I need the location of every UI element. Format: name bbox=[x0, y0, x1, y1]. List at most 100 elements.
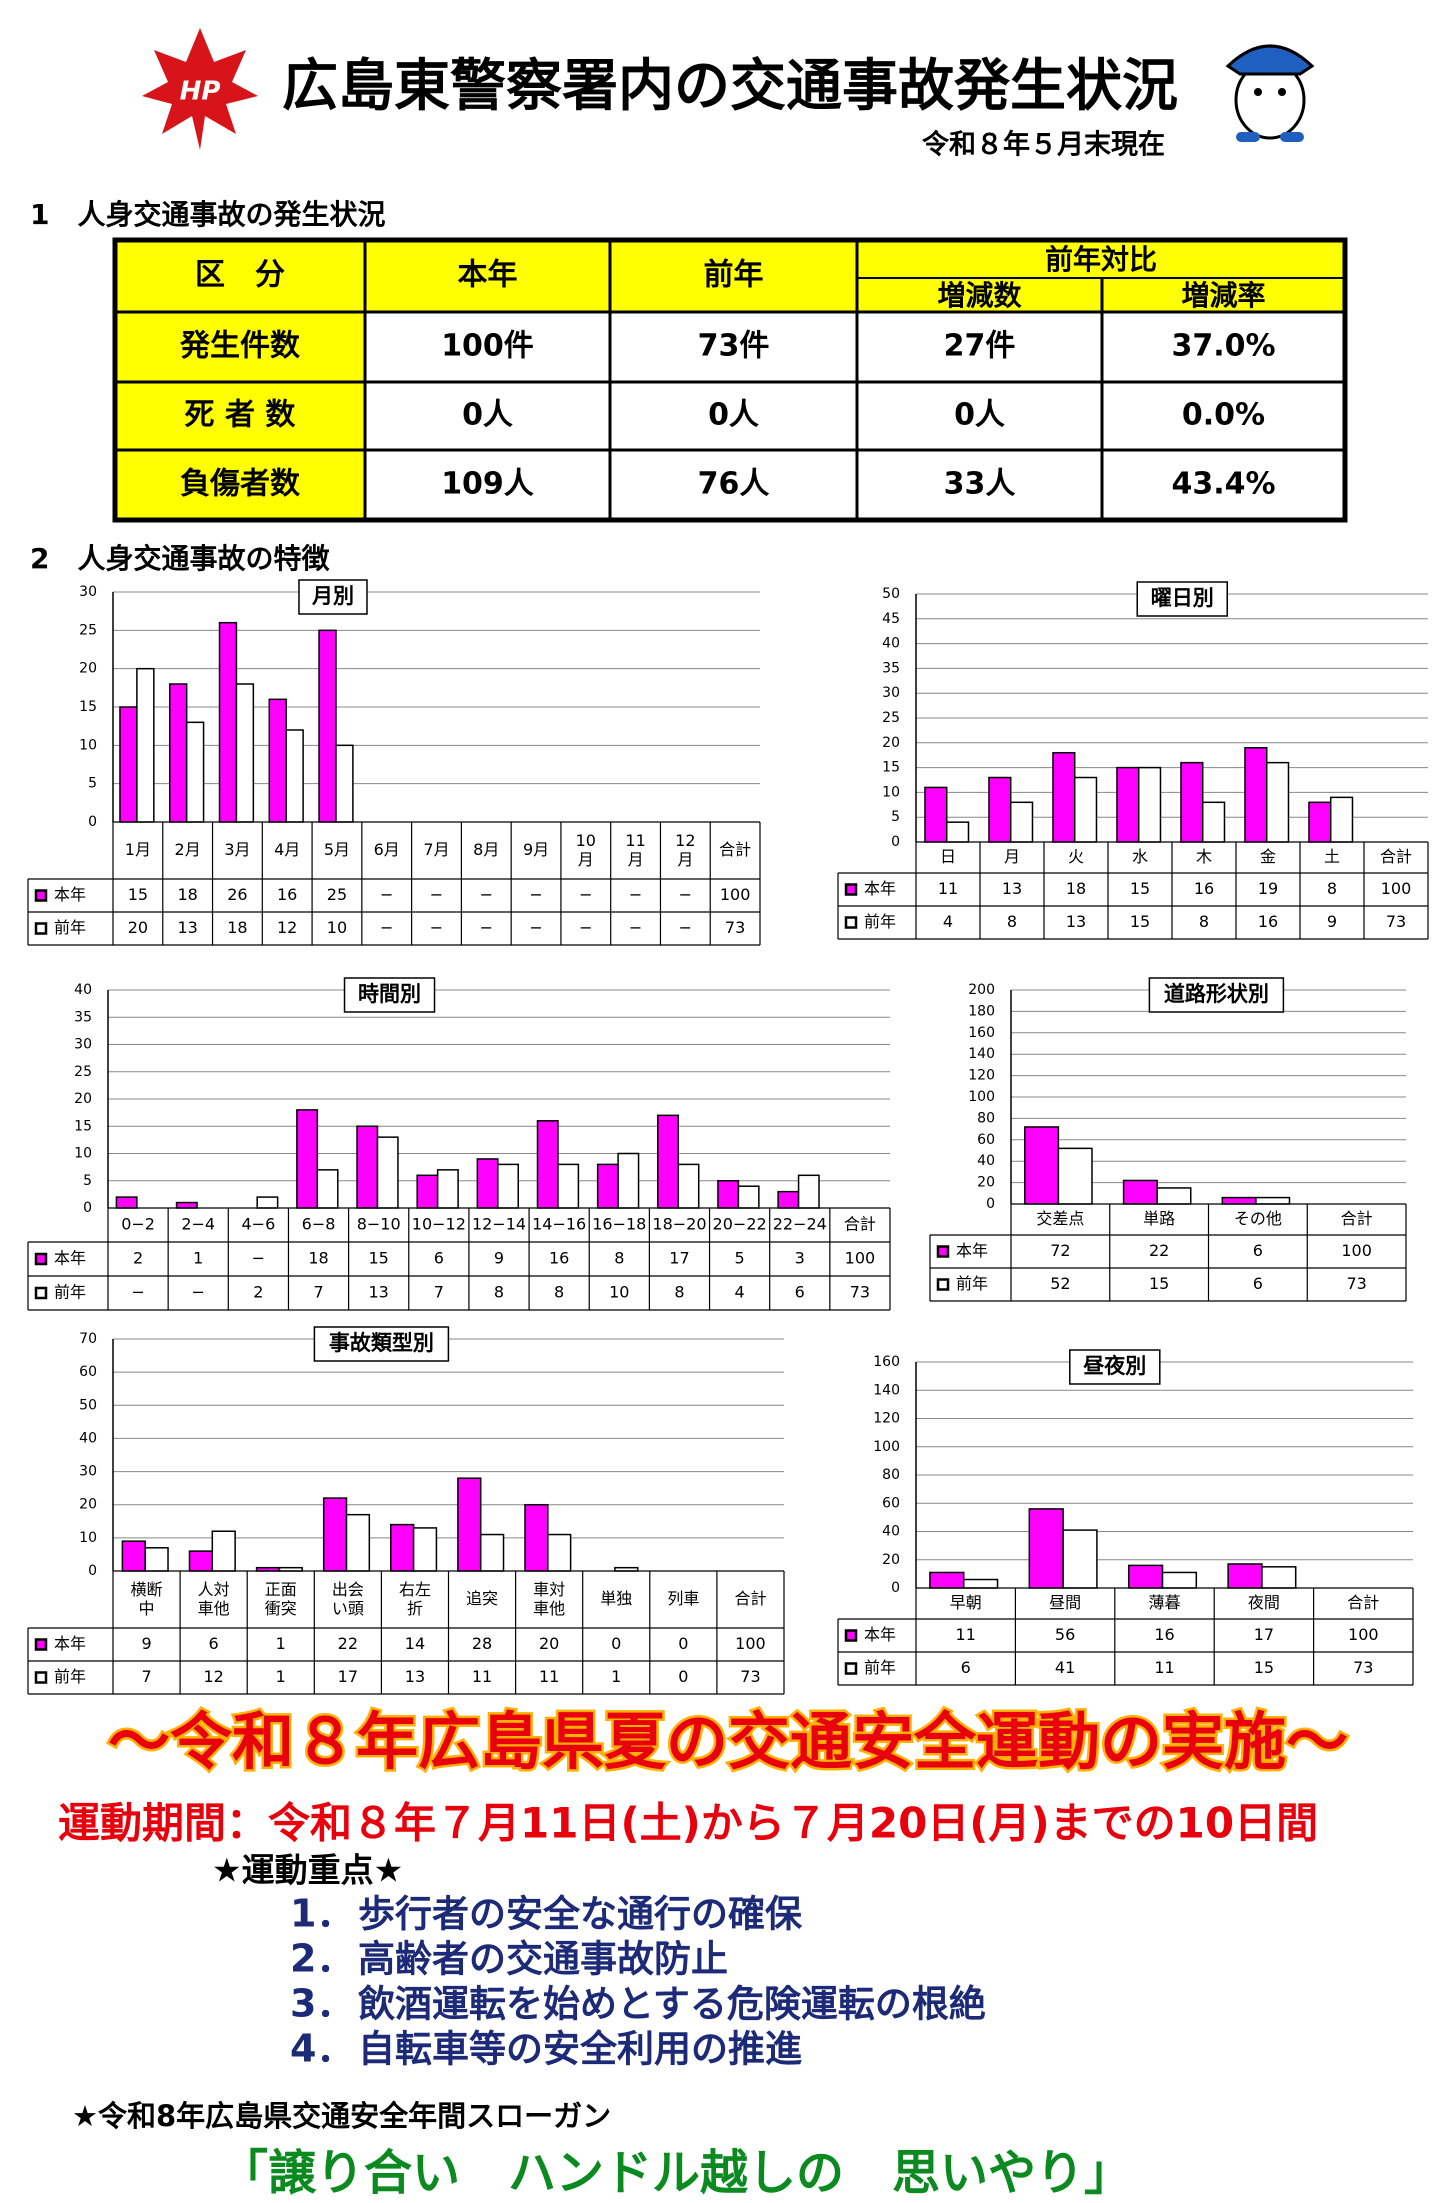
bar bbox=[356, 1125, 379, 1209]
y-tick-label: 30 bbox=[79, 1464, 97, 1480]
bar bbox=[185, 721, 205, 823]
y-tick-label: 10 bbox=[882, 784, 900, 800]
y-tick-label: 20 bbox=[74, 1091, 92, 1107]
value-label: 15 bbox=[1130, 879, 1150, 898]
y-tick-label: 30 bbox=[79, 584, 97, 600]
value-label: 6 bbox=[1253, 1241, 1263, 1260]
table-cell: 43.4% bbox=[1171, 467, 1275, 502]
table-cell: 0人 bbox=[708, 398, 759, 433]
total-value: 73 bbox=[740, 1667, 760, 1686]
bar bbox=[1062, 1529, 1098, 1589]
value-label: 15 bbox=[369, 1249, 389, 1268]
value-label: 7 bbox=[141, 1667, 151, 1686]
bar bbox=[1261, 1566, 1297, 1589]
report-date: 令和８年５月末現在 bbox=[922, 129, 1165, 161]
value-label: 72 bbox=[1050, 1241, 1070, 1260]
x-tick-label: 人対車他 bbox=[198, 1580, 230, 1618]
bar bbox=[119, 706, 138, 823]
value-label: 52 bbox=[1050, 1274, 1070, 1293]
value-label: 1 bbox=[193, 1249, 203, 1268]
value-label: − bbox=[629, 885, 642, 904]
bar bbox=[1137, 766, 1162, 843]
bar bbox=[412, 1527, 438, 1572]
legend-marker bbox=[936, 1245, 950, 1258]
table-cell: 本年 bbox=[458, 258, 518, 293]
bar bbox=[1255, 1196, 1291, 1205]
bar bbox=[737, 1185, 760, 1209]
value-label: 16 bbox=[1258, 912, 1278, 931]
y-tick-label: 15 bbox=[79, 699, 97, 715]
bar bbox=[457, 1477, 482, 1572]
chart-title: 事故類型別 bbox=[329, 1331, 434, 1355]
item-number: 1． bbox=[290, 1892, 354, 1936]
value-label: 8 bbox=[614, 1249, 624, 1268]
y-tick-label: 60 bbox=[882, 1495, 900, 1511]
mascot-foot bbox=[1236, 132, 1260, 142]
value-label: − bbox=[430, 885, 443, 904]
x-tick-label: 10 月 bbox=[576, 831, 596, 869]
y-tick-label: 160 bbox=[873, 1354, 900, 1370]
bar bbox=[1329, 796, 1354, 843]
bar bbox=[1201, 801, 1226, 843]
legend-label: 本年 bbox=[956, 1241, 988, 1260]
maple-leaf bbox=[142, 28, 258, 150]
chart-title: 曜日別 bbox=[1151, 586, 1214, 610]
bar bbox=[235, 683, 255, 823]
legend-label: 前年 bbox=[54, 1667, 86, 1686]
x-tick-label: 14−16 bbox=[532, 1215, 586, 1234]
value-label: 9 bbox=[494, 1249, 504, 1268]
value-label: 41 bbox=[1055, 1658, 1075, 1677]
chart-title: 昼夜別 bbox=[1083, 1354, 1146, 1378]
x-tick-label: 8−10 bbox=[357, 1215, 401, 1234]
bar bbox=[1265, 761, 1290, 843]
legend-marker bbox=[34, 922, 48, 935]
value-label: 28 bbox=[472, 1634, 492, 1653]
value-label: 7 bbox=[434, 1283, 444, 1302]
value-label: 12 bbox=[277, 918, 297, 937]
y-tick-label: 80 bbox=[882, 1467, 900, 1483]
bar bbox=[777, 1190, 800, 1209]
value-label: 9 bbox=[141, 1634, 151, 1653]
bar bbox=[524, 1503, 549, 1572]
legend-label: 前年 bbox=[864, 1658, 896, 1677]
value-label: 7 bbox=[313, 1283, 323, 1302]
y-tick-label: 140 bbox=[968, 1046, 995, 1062]
y-tick-label: 200 bbox=[968, 982, 995, 998]
value-label: 8 bbox=[554, 1283, 564, 1302]
bar bbox=[115, 1196, 138, 1209]
value-label: 22 bbox=[338, 1634, 358, 1653]
value-label: 16 bbox=[549, 1249, 569, 1268]
section-heading: 1 人身交通事故の発生状況 bbox=[30, 198, 385, 231]
value-label: 56 bbox=[1055, 1625, 1075, 1644]
y-tick-label: 120 bbox=[968, 1068, 995, 1084]
bar bbox=[497, 1163, 519, 1209]
value-label: − bbox=[380, 918, 393, 937]
table-cell: 33人 bbox=[944, 467, 1016, 502]
value-label: − bbox=[679, 885, 692, 904]
x-tick-label: 22−24 bbox=[773, 1215, 827, 1234]
y-tick-label: 40 bbox=[882, 636, 900, 652]
legend-label: 本年 bbox=[864, 879, 896, 898]
item-text: 歩行者の安全な通行の確保 bbox=[358, 1893, 803, 1936]
value-label: − bbox=[579, 918, 592, 937]
legend-label: 本年 bbox=[54, 1249, 86, 1268]
x-tick-label: 出会い頭 bbox=[332, 1580, 364, 1618]
table-cell: 死 者 数 bbox=[185, 398, 297, 433]
item-number: 4． bbox=[290, 2027, 354, 2071]
x-tick-label: 金 bbox=[1260, 847, 1276, 866]
bar bbox=[547, 1533, 572, 1572]
total-value: 100 bbox=[1381, 879, 1412, 898]
legend-marker bbox=[34, 889, 48, 902]
bar bbox=[924, 786, 948, 843]
item-text: 自転車等の安全利用の推進 bbox=[358, 2028, 802, 2071]
bar bbox=[988, 776, 1012, 843]
total-value: 100 bbox=[1348, 1625, 1379, 1644]
total-value: 73 bbox=[1346, 1274, 1366, 1293]
value-label: 8 bbox=[494, 1283, 504, 1302]
slogan: 「譲り合い ハンドル越しの 思いやり」 bbox=[220, 2145, 1132, 2201]
y-tick-label: 20 bbox=[79, 1497, 97, 1513]
x-tick-label: 薄暮 bbox=[1148, 1593, 1180, 1612]
legend-label: 本年 bbox=[54, 885, 86, 904]
y-tick-label: 20 bbox=[882, 1552, 900, 1568]
